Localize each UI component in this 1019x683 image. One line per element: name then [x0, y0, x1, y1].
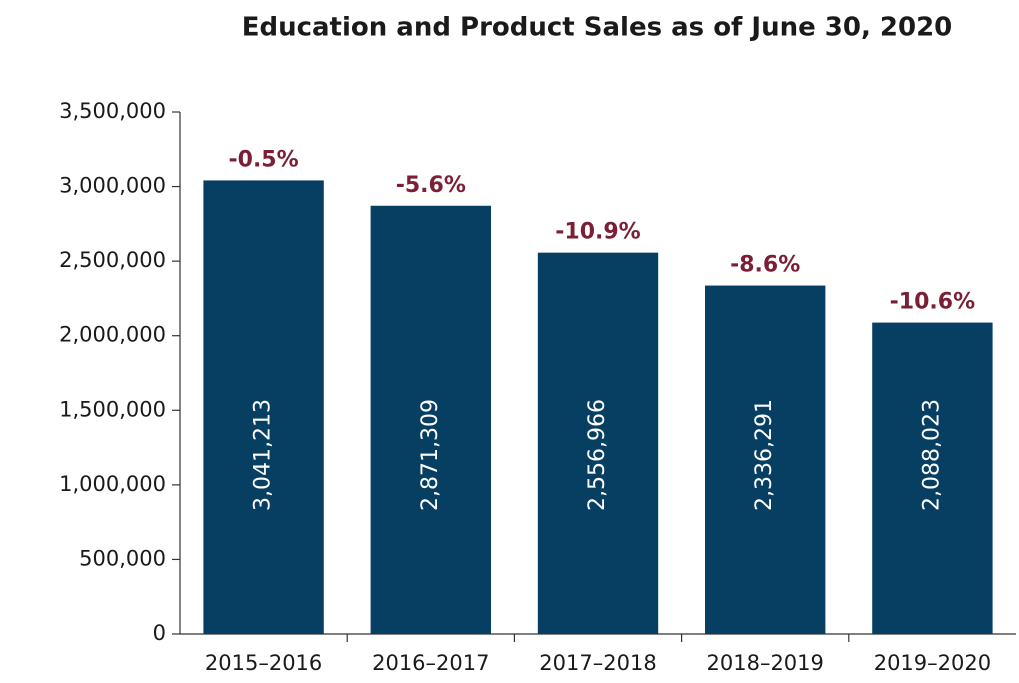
- y-tick-label: 3,500,000: [59, 99, 166, 123]
- y-tick-label: 1,500,000: [59, 397, 166, 421]
- bar: [705, 285, 826, 634]
- x-tick-label: 2017–2018: [539, 651, 656, 675]
- bar: [872, 322, 993, 634]
- change-annotation: -8.6%: [730, 253, 800, 278]
- value-label: 2,556,966: [585, 399, 610, 511]
- bar: [203, 180, 324, 634]
- bar: [370, 205, 491, 634]
- value-label: 3,041,213: [251, 399, 276, 511]
- change-annotation: -10.6%: [890, 290, 975, 315]
- x-tick-label: 2015–2016: [205, 651, 322, 675]
- value-label: 2,871,309: [418, 399, 443, 511]
- chart-title: Education and Product Sales as of June 3…: [242, 13, 953, 43]
- x-tick-label: 2018–2019: [707, 651, 824, 675]
- x-tick-label: 2016–2017: [372, 651, 489, 675]
- change-annotation: -0.5%: [229, 147, 299, 172]
- change-annotation: -10.9%: [555, 220, 640, 245]
- value-label: 2,336,291: [752, 399, 777, 511]
- x-tick-label: 2019–2020: [874, 651, 991, 675]
- y-tick-label: 500,000: [79, 546, 166, 570]
- bar: [537, 252, 659, 634]
- y-tick-label: 2,000,000: [59, 323, 166, 347]
- y-tick-label: 3,000,000: [59, 174, 166, 198]
- y-tick-label: 1,000,000: [59, 472, 166, 496]
- y-tick-label: 2,500,000: [59, 248, 166, 272]
- value-label: 2,088,023: [919, 399, 944, 511]
- change-annotation: -5.6%: [396, 173, 466, 198]
- y-tick-label: 0: [153, 621, 166, 645]
